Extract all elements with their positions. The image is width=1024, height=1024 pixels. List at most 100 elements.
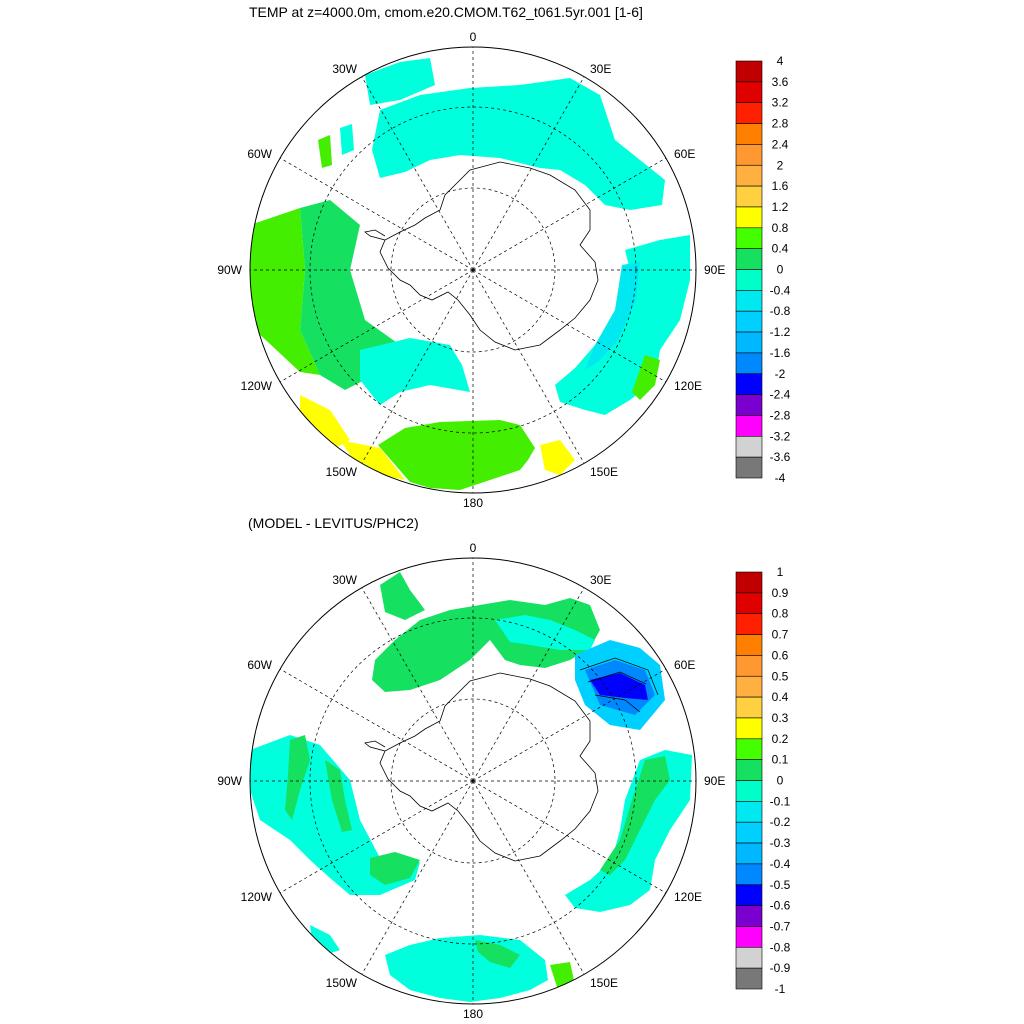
top-lon-label-120w: 120W bbox=[241, 379, 273, 393]
bottom-lon-label-150w: 150W bbox=[326, 976, 358, 990]
bottom-colorbar-label: 0.4 bbox=[772, 690, 789, 704]
top-colorbar-label: -3.6 bbox=[770, 450, 791, 464]
bottom-colorbar-label: -0.5 bbox=[770, 878, 791, 892]
top-lon-label-150e: 150E bbox=[590, 465, 618, 479]
bottom-colorbar-swatch bbox=[735, 571, 763, 594]
top-panel-title: TEMP at z=4000.0m, cmom.e20.CMOM.T62_t06… bbox=[249, 4, 643, 20]
top-colorbar-label: 1.2 bbox=[772, 200, 789, 214]
bottom-colorbar-label: -0.1 bbox=[770, 794, 791, 808]
top-colorbar-swatch bbox=[735, 352, 763, 375]
bottom-colorbar-swatch bbox=[735, 821, 763, 844]
bottom-colorbar-swatch bbox=[735, 946, 763, 969]
bottom-colorbar-label: 0.1 bbox=[772, 753, 789, 767]
bottom-colorbar-swatch bbox=[735, 717, 763, 740]
bottom-lon-label-120w: 120W bbox=[241, 890, 273, 904]
top-colorbar-label: -4 bbox=[775, 471, 786, 485]
top-colorbar-label: -1.6 bbox=[770, 346, 791, 360]
top-lon-label-180: 180 bbox=[463, 496, 483, 510]
bottom-graticule bbox=[250, 558, 696, 1004]
bottom-panel-title: (MODEL - LEVITUS/PHC2) bbox=[248, 515, 419, 531]
bottom-colorbar-label: 0.7 bbox=[772, 628, 789, 642]
bottom-colorbar-swatch bbox=[735, 926, 763, 948]
bottom-contours bbox=[579, 657, 659, 713]
top-antarctica-coastline bbox=[379, 161, 599, 351]
top-colorbar-label: 1.6 bbox=[772, 179, 789, 193]
bottom-lon-label-0: 0 bbox=[470, 541, 477, 555]
bottom-colorbar-label: -0.8 bbox=[770, 940, 791, 954]
top-colorbar-label: 2 bbox=[777, 158, 784, 172]
top-colorbar-swatch bbox=[735, 415, 763, 437]
bottom-colorbar: 1 0.9 0.8 0.7 0.6 0.5 0.4 0.3 0.2 0.1 0 -0.1 -0.2 -0.… bbox=[735, 565, 791, 996]
top-lon-label-150w: 150W bbox=[326, 465, 358, 479]
top-colorbar-label: -1.2 bbox=[770, 325, 791, 339]
bottom-field-green-150e bbox=[550, 962, 575, 990]
top-field-yellow-150w bbox=[300, 395, 350, 448]
bottom-field-green2-west bbox=[325, 760, 352, 832]
top-field-green-120e bbox=[632, 355, 660, 400]
bottom-colorbar-label: -0.3 bbox=[770, 836, 791, 850]
top-colorbar-swatch bbox=[735, 60, 763, 83]
top-colorbar-label: -0.8 bbox=[770, 304, 791, 318]
top-colorbar: 4 3.6 3.2 2.8 2.4 2 1.6 1.2 0.8 0.4 0 -0.4 -0.8 -1.2 -… bbox=[735, 54, 791, 485]
bottom-colorbar-label: -0.2 bbox=[770, 815, 791, 829]
bottom-colorbar-swatch bbox=[735, 696, 763, 719]
top-colorbar-label: -2.4 bbox=[770, 388, 791, 402]
bottom-field-green-east bbox=[600, 756, 670, 875]
bottom-lon-label-30e: 30E bbox=[590, 573, 611, 587]
top-lon-label-120e: 120E bbox=[674, 379, 702, 393]
bottom-colorbar-swatch bbox=[735, 780, 763, 802]
top-lon-label-90w: 90W bbox=[217, 263, 242, 277]
bottom-colorbar-label: -0.6 bbox=[770, 899, 791, 913]
top-colorbar-label: 3.2 bbox=[772, 96, 789, 110]
top-colorbar-swatch bbox=[735, 185, 763, 208]
bottom-colorbar-label: 0.6 bbox=[772, 648, 789, 662]
bottom-lon-label-90e: 90E bbox=[704, 774, 725, 788]
bottom-colorbar-label: 0.9 bbox=[772, 586, 789, 600]
bottom-ocean-field bbox=[250, 572, 692, 1002]
top-field-patch-60w bbox=[318, 135, 332, 168]
top-colorbar-swatch bbox=[735, 227, 763, 249]
top-lon-label-60w: 60W bbox=[247, 147, 272, 161]
top-colorbar-swatch bbox=[735, 435, 763, 458]
bottom-colorbar-swatch bbox=[735, 884, 763, 906]
top-lon-labels: 0 30E 60E 90E 120E 150E 180 150W 120W 90… bbox=[217, 30, 725, 510]
top-colorbar-swatch bbox=[735, 394, 763, 416]
bottom-lon-label-180: 180 bbox=[463, 1007, 483, 1021]
top-colorbar-swatch bbox=[735, 373, 763, 395]
bottom-antarctica-coastline bbox=[379, 672, 599, 862]
bottom-colorbar-swatch bbox=[735, 613, 763, 635]
bottom-colorbar-swatch bbox=[735, 655, 763, 677]
bottom-colorbar-swatch bbox=[735, 801, 763, 823]
top-colorbar-swatch bbox=[735, 206, 763, 229]
bottom-lon-label-30w: 30W bbox=[332, 573, 357, 587]
top-colorbar-swatch bbox=[735, 290, 763, 312]
bottom-map-border bbox=[249, 557, 697, 1005]
bottom-lon-label-150e: 150E bbox=[590, 976, 618, 990]
top-colorbar-label: 2.4 bbox=[772, 137, 789, 151]
top-lon-label-30e: 30E bbox=[590, 62, 611, 76]
bottom-lon-label-60w: 60W bbox=[247, 658, 272, 672]
bottom-colorbar-label: -0.4 bbox=[770, 857, 791, 871]
top-colorbar-swatch bbox=[735, 102, 763, 124]
bottom-colorbar-label: 0.8 bbox=[772, 607, 789, 621]
bottom-colorbar-label: -1 bbox=[775, 982, 786, 996]
top-field-cyan-north bbox=[372, 78, 665, 210]
bottom-colorbar-swatch bbox=[735, 592, 763, 614]
top-colorbar-swatch bbox=[735, 269, 763, 291]
bottom-field-green-south bbox=[475, 940, 520, 968]
top-lon-label-90e: 90E bbox=[704, 263, 725, 277]
bottom-field-cyan-south bbox=[385, 935, 548, 1002]
top-colorbar-swatch bbox=[735, 310, 763, 333]
top-map-border bbox=[249, 46, 697, 494]
top-colorbar-label: -2 bbox=[775, 367, 786, 381]
top-colorbar-label: 3.6 bbox=[772, 75, 789, 89]
top-colorbar-label: -2.8 bbox=[770, 408, 791, 422]
bottom-colorbar-swatch bbox=[735, 675, 763, 698]
bottom-field-green-30w bbox=[380, 572, 425, 620]
top-colorbar-label: 2.8 bbox=[772, 117, 789, 131]
top-colorbar-label: 0 bbox=[777, 263, 784, 277]
top-field-green-180 bbox=[378, 420, 535, 490]
top-colorbar-swatch bbox=[735, 81, 763, 103]
bottom-field-green-west bbox=[285, 735, 310, 820]
